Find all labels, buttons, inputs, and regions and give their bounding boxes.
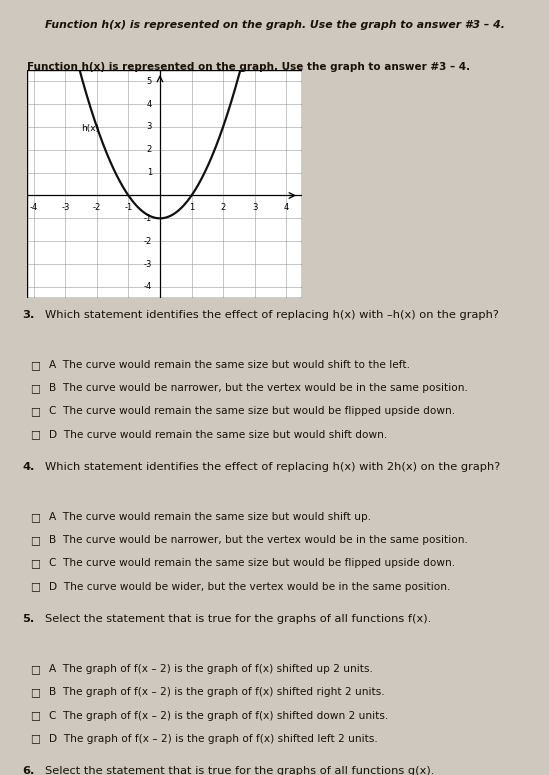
Text: 4: 4 bbox=[283, 204, 289, 212]
Text: □: □ bbox=[30, 559, 40, 569]
Text: □: □ bbox=[30, 512, 40, 522]
Text: C  The curve would remain the same size but would be flipped upside down.: C The curve would remain the same size b… bbox=[49, 406, 456, 416]
Text: Which statement identifies the effect of replacing h(x) with –h(x) on the graph?: Which statement identifies the effect of… bbox=[45, 310, 499, 320]
Text: □: □ bbox=[30, 582, 40, 591]
Text: D  The curve would be wider, but the vertex would be in the same position.: D The curve would be wider, but the vert… bbox=[49, 582, 451, 591]
Text: B  The curve would be narrower, but the vertex would be in the same position.: B The curve would be narrower, but the v… bbox=[49, 384, 468, 393]
Text: 4: 4 bbox=[147, 99, 152, 109]
Text: □: □ bbox=[30, 687, 40, 698]
Text: -2: -2 bbox=[93, 204, 101, 212]
Text: -4: -4 bbox=[30, 204, 38, 212]
Text: -4: -4 bbox=[144, 282, 152, 291]
Text: B  The curve would be narrower, but the vertex would be in the same position.: B The curve would be narrower, but the v… bbox=[49, 536, 468, 546]
Text: C  The curve would remain the same size but would be flipped upside down.: C The curve would remain the same size b… bbox=[49, 559, 456, 569]
Text: Function h(x) is represented on the graph. Use the graph to answer #3 – 4.: Function h(x) is represented on the grap… bbox=[27, 62, 470, 72]
Text: 6.: 6. bbox=[22, 766, 35, 775]
Text: Which statement identifies the effect of replacing h(x) with 2h(x) on the graph?: Which statement identifies the effect of… bbox=[45, 462, 500, 472]
Text: 3.: 3. bbox=[22, 310, 35, 320]
Text: A  The curve would remain the same size but would shift to the left.: A The curve would remain the same size b… bbox=[49, 360, 411, 370]
Text: □: □ bbox=[30, 536, 40, 546]
Text: □: □ bbox=[30, 360, 40, 370]
Text: Select the statement that is true for the graphs of all functions g(x).: Select the statement that is true for th… bbox=[45, 766, 434, 775]
Text: -1: -1 bbox=[124, 204, 132, 212]
Text: 4.: 4. bbox=[22, 462, 35, 472]
Text: C  The graph of f(x – 2) is the graph of f(x) shifted down 2 units.: C The graph of f(x – 2) is the graph of … bbox=[49, 711, 389, 721]
Text: 3: 3 bbox=[147, 122, 152, 132]
Text: 1: 1 bbox=[147, 168, 152, 177]
Text: h(x): h(x) bbox=[81, 125, 99, 133]
Text: □: □ bbox=[30, 406, 40, 416]
Text: □: □ bbox=[30, 384, 40, 393]
Text: □: □ bbox=[30, 711, 40, 721]
Text: □: □ bbox=[30, 429, 40, 439]
Text: 2: 2 bbox=[221, 204, 226, 212]
Text: 5: 5 bbox=[147, 77, 152, 86]
Text: Select the statement that is true for the graphs of all functions f(x).: Select the statement that is true for th… bbox=[45, 614, 432, 624]
Text: Function h(x) is represented on the graph. Use the graph to answer #3 – 4.: Function h(x) is represented on the grap… bbox=[44, 20, 505, 30]
Text: D  The graph of f(x – 2) is the graph of f(x) shifted left 2 units.: D The graph of f(x – 2) is the graph of … bbox=[49, 734, 378, 744]
Text: -1: -1 bbox=[144, 214, 152, 223]
Text: □: □ bbox=[30, 664, 40, 674]
Text: 1: 1 bbox=[189, 204, 194, 212]
Text: 3: 3 bbox=[252, 204, 257, 212]
Text: D  The curve would remain the same size but would shift down.: D The curve would remain the same size b… bbox=[49, 429, 388, 439]
Text: □: □ bbox=[30, 734, 40, 744]
Text: 5.: 5. bbox=[22, 614, 34, 624]
Text: B  The graph of f(x – 2) is the graph of f(x) shifted right 2 units.: B The graph of f(x – 2) is the graph of … bbox=[49, 687, 385, 698]
Text: 2: 2 bbox=[147, 145, 152, 154]
Text: -3: -3 bbox=[61, 204, 70, 212]
Text: A  The graph of f(x – 2) is the graph of f(x) shifted up 2 units.: A The graph of f(x – 2) is the graph of … bbox=[49, 664, 373, 674]
Text: A  The curve would remain the same size but would shift up.: A The curve would remain the same size b… bbox=[49, 512, 372, 522]
Text: -3: -3 bbox=[144, 260, 152, 269]
Text: -2: -2 bbox=[144, 236, 152, 246]
